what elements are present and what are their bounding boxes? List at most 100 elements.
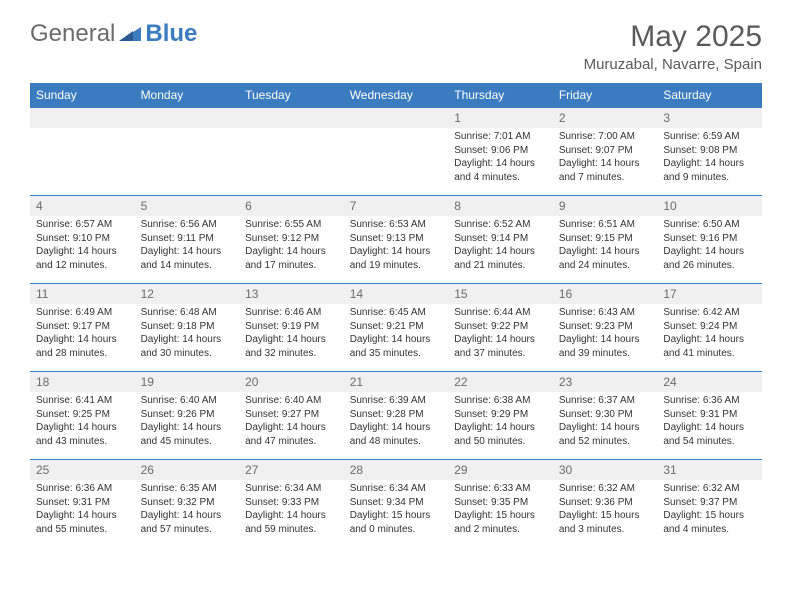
day-details: Sunrise: 6:39 AMSunset: 9:28 PMDaylight:…	[350, 394, 443, 448]
day-number: 11	[30, 284, 135, 304]
day-number: 18	[30, 372, 135, 392]
day-header-monday: Monday	[135, 83, 240, 108]
calendar-day-cell: 6Sunrise: 6:55 AMSunset: 9:12 PMDaylight…	[239, 196, 344, 284]
calendar-day-cell: 14Sunrise: 6:45 AMSunset: 9:21 PMDayligh…	[344, 284, 449, 372]
day-details: Sunrise: 6:52 AMSunset: 9:14 PMDaylight:…	[454, 218, 547, 272]
calendar-week-row: 11Sunrise: 6:49 AMSunset: 9:17 PMDayligh…	[30, 284, 762, 372]
day-header-tuesday: Tuesday	[239, 83, 344, 108]
day-details: Sunrise: 6:42 AMSunset: 9:24 PMDaylight:…	[663, 306, 756, 360]
day-number: 13	[239, 284, 344, 304]
calendar-day-cell: 22Sunrise: 6:38 AMSunset: 9:29 PMDayligh…	[448, 372, 553, 460]
calendar-day-cell	[239, 108, 344, 196]
day-number: 3	[657, 108, 762, 128]
header: General Blue May 2025 Muruzabal, Navarre…	[30, 20, 762, 73]
calendar-day-cell: 31Sunrise: 6:32 AMSunset: 9:37 PMDayligh…	[657, 460, 762, 548]
calendar-day-cell: 1Sunrise: 7:01 AMSunset: 9:06 PMDaylight…	[448, 108, 553, 196]
day-number: 30	[553, 460, 658, 480]
day-number: 12	[135, 284, 240, 304]
day-details: Sunrise: 6:32 AMSunset: 9:36 PMDaylight:…	[559, 482, 652, 536]
day-header-thursday: Thursday	[448, 83, 553, 108]
logo-text-blue: Blue	[145, 20, 197, 48]
day-number: 20	[239, 372, 344, 392]
calendar-table: Sunday Monday Tuesday Wednesday Thursday…	[30, 83, 762, 548]
day-number: 28	[344, 460, 449, 480]
day-details: Sunrise: 6:50 AMSunset: 9:16 PMDaylight:…	[663, 218, 756, 272]
day-details: Sunrise: 6:40 AMSunset: 9:27 PMDaylight:…	[245, 394, 338, 448]
calendar-day-cell: 13Sunrise: 6:46 AMSunset: 9:19 PMDayligh…	[239, 284, 344, 372]
calendar-day-cell: 16Sunrise: 6:43 AMSunset: 9:23 PMDayligh…	[553, 284, 658, 372]
calendar-day-cell: 27Sunrise: 6:34 AMSunset: 9:33 PMDayligh…	[239, 460, 344, 548]
day-number: 5	[135, 196, 240, 216]
day-details: Sunrise: 6:48 AMSunset: 9:18 PMDaylight:…	[141, 306, 234, 360]
day-details: Sunrise: 6:53 AMSunset: 9:13 PMDaylight:…	[350, 218, 443, 272]
day-number: 24	[657, 372, 762, 392]
calendar-day-cell: 28Sunrise: 6:34 AMSunset: 9:34 PMDayligh…	[344, 460, 449, 548]
logo: General Blue	[30, 20, 197, 48]
calendar-day-cell: 8Sunrise: 6:52 AMSunset: 9:14 PMDaylight…	[448, 196, 553, 284]
calendar-day-cell: 2Sunrise: 7:00 AMSunset: 9:07 PMDaylight…	[553, 108, 658, 196]
day-details: Sunrise: 6:43 AMSunset: 9:23 PMDaylight:…	[559, 306, 652, 360]
calendar-week-row: 4Sunrise: 6:57 AMSunset: 9:10 PMDaylight…	[30, 196, 762, 284]
day-details: Sunrise: 6:38 AMSunset: 9:29 PMDaylight:…	[454, 394, 547, 448]
day-number-empty	[344, 108, 449, 128]
day-number: 25	[30, 460, 135, 480]
day-details: Sunrise: 6:34 AMSunset: 9:33 PMDaylight:…	[245, 482, 338, 536]
calendar-day-cell: 7Sunrise: 6:53 AMSunset: 9:13 PMDaylight…	[344, 196, 449, 284]
day-details: Sunrise: 6:55 AMSunset: 9:12 PMDaylight:…	[245, 218, 338, 272]
day-details: Sunrise: 6:45 AMSunset: 9:21 PMDaylight:…	[350, 306, 443, 360]
day-details: Sunrise: 6:56 AMSunset: 9:11 PMDaylight:…	[141, 218, 234, 272]
day-details: Sunrise: 7:00 AMSunset: 9:07 PMDaylight:…	[559, 130, 652, 184]
calendar-day-cell: 19Sunrise: 6:40 AMSunset: 9:26 PMDayligh…	[135, 372, 240, 460]
day-details: Sunrise: 6:36 AMSunset: 9:31 PMDaylight:…	[663, 394, 756, 448]
calendar-day-cell: 18Sunrise: 6:41 AMSunset: 9:25 PMDayligh…	[30, 372, 135, 460]
day-number: 31	[657, 460, 762, 480]
day-number: 22	[448, 372, 553, 392]
calendar-day-cell: 30Sunrise: 6:32 AMSunset: 9:36 PMDayligh…	[553, 460, 658, 548]
calendar-day-cell: 17Sunrise: 6:42 AMSunset: 9:24 PMDayligh…	[657, 284, 762, 372]
calendar-body: 1Sunrise: 7:01 AMSunset: 9:06 PMDaylight…	[30, 108, 762, 548]
day-number: 27	[239, 460, 344, 480]
day-number: 6	[239, 196, 344, 216]
day-number: 21	[344, 372, 449, 392]
day-details: Sunrise: 6:33 AMSunset: 9:35 PMDaylight:…	[454, 482, 547, 536]
calendar-day-cell	[344, 108, 449, 196]
calendar-page: General Blue May 2025 Muruzabal, Navarre…	[0, 0, 792, 568]
day-details: Sunrise: 6:49 AMSunset: 9:17 PMDaylight:…	[36, 306, 129, 360]
day-details: Sunrise: 6:41 AMSunset: 9:25 PMDaylight:…	[36, 394, 129, 448]
location-text: Muruzabal, Navarre, Spain	[584, 56, 762, 73]
day-details: Sunrise: 6:46 AMSunset: 9:19 PMDaylight:…	[245, 306, 338, 360]
day-number: 14	[344, 284, 449, 304]
day-header-wednesday: Wednesday	[344, 83, 449, 108]
day-number: 10	[657, 196, 762, 216]
day-number-empty	[135, 108, 240, 128]
month-title: May 2025	[584, 20, 762, 54]
logo-triangle-icon	[119, 23, 141, 46]
day-number: 26	[135, 460, 240, 480]
day-number-empty	[30, 108, 135, 128]
day-details: Sunrise: 7:01 AMSunset: 9:06 PMDaylight:…	[454, 130, 547, 184]
day-header-sunday: Sunday	[30, 83, 135, 108]
day-number: 15	[448, 284, 553, 304]
day-header-friday: Friday	[553, 83, 658, 108]
day-details: Sunrise: 6:37 AMSunset: 9:30 PMDaylight:…	[559, 394, 652, 448]
calendar-day-cell: 12Sunrise: 6:48 AMSunset: 9:18 PMDayligh…	[135, 284, 240, 372]
day-details: Sunrise: 6:51 AMSunset: 9:15 PMDaylight:…	[559, 218, 652, 272]
calendar-week-row: 18Sunrise: 6:41 AMSunset: 9:25 PMDayligh…	[30, 372, 762, 460]
calendar-day-cell: 11Sunrise: 6:49 AMSunset: 9:17 PMDayligh…	[30, 284, 135, 372]
calendar-day-cell: 3Sunrise: 6:59 AMSunset: 9:08 PMDaylight…	[657, 108, 762, 196]
day-header-saturday: Saturday	[657, 83, 762, 108]
calendar-day-cell: 9Sunrise: 6:51 AMSunset: 9:15 PMDaylight…	[553, 196, 658, 284]
calendar-day-cell: 20Sunrise: 6:40 AMSunset: 9:27 PMDayligh…	[239, 372, 344, 460]
day-number: 23	[553, 372, 658, 392]
calendar-day-cell: 24Sunrise: 6:36 AMSunset: 9:31 PMDayligh…	[657, 372, 762, 460]
day-number: 29	[448, 460, 553, 480]
calendar-week-row: 1Sunrise: 7:01 AMSunset: 9:06 PMDaylight…	[30, 108, 762, 196]
logo-text-general: General	[30, 20, 115, 48]
calendar-day-cell: 15Sunrise: 6:44 AMSunset: 9:22 PMDayligh…	[448, 284, 553, 372]
day-number: 16	[553, 284, 658, 304]
day-details: Sunrise: 6:57 AMSunset: 9:10 PMDaylight:…	[36, 218, 129, 272]
calendar-day-cell: 29Sunrise: 6:33 AMSunset: 9:35 PMDayligh…	[448, 460, 553, 548]
calendar-day-cell	[135, 108, 240, 196]
calendar-day-cell: 21Sunrise: 6:39 AMSunset: 9:28 PMDayligh…	[344, 372, 449, 460]
day-number: 1	[448, 108, 553, 128]
